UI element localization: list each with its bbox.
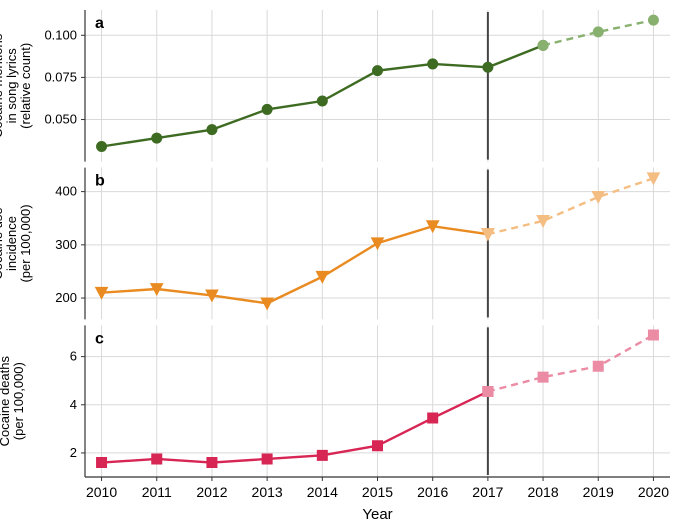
x-tick-label: 2016 (417, 484, 448, 500)
marker (593, 361, 603, 371)
y-axis-label: Cocaine deaths(per 100,000) (0, 355, 26, 446)
panel-a: 0.050 0.075 0.100 a Cocaine mentionsin song … (0, 10, 670, 162)
chart-svg: 0.050 0.075 0.100 a Cocaine mentionsin song … (0, 0, 685, 529)
y-tick-label: 400 (55, 184, 77, 199)
panel-b: 200 300 400 b Cocaine useincidence(per 100,0… (0, 168, 670, 320)
marker (483, 387, 493, 397)
marker (428, 413, 438, 423)
y-tick-label: 6 (70, 349, 77, 364)
y-tick-label: 4 (70, 397, 77, 412)
marker (97, 458, 107, 468)
x-tick-label: 2013 (252, 484, 283, 500)
y-tick-label: 0.050 (44, 112, 77, 127)
panel-c: 2 4 6 c Cocaine deaths(per 100,000) (0, 325, 670, 477)
marker (538, 372, 548, 382)
y-axis-label: Cocaine mentionsin song lyrics(relative … (0, 33, 33, 138)
marker (317, 450, 327, 460)
marker (428, 59, 438, 69)
marker (262, 104, 272, 114)
marker (593, 27, 603, 37)
y-tick-label: 0.075 (44, 69, 77, 84)
x-tick-label: 2014 (307, 484, 338, 500)
marker (373, 66, 383, 76)
marker (152, 133, 162, 143)
marker (317, 96, 327, 106)
y-tick-label: 2 (70, 445, 77, 460)
marker (207, 125, 217, 135)
y-tick-label: 0.100 (44, 27, 77, 42)
marker (648, 330, 658, 340)
y-axis-label: Cocaine useincidence(per 100,000) (0, 204, 33, 282)
x-tick-label: 2015 (362, 484, 393, 500)
x-tick-label: 2020 (638, 484, 669, 500)
marker (483, 62, 493, 72)
marker (538, 40, 548, 50)
marker (97, 142, 107, 152)
marker (262, 454, 272, 464)
x-tick-label: 2012 (196, 484, 227, 500)
x-tick-label: 2017 (472, 484, 503, 500)
x-axis-label: Year (362, 506, 392, 523)
x-tick-label: 2010 (86, 484, 117, 500)
marker (152, 454, 162, 464)
panel-label-c: c (95, 330, 104, 347)
marker (207, 458, 217, 468)
panel-label-a: a (95, 15, 104, 32)
x-tick-label: 2011 (142, 484, 172, 500)
x-tick-label: 2018 (527, 484, 558, 500)
y-tick-label: 200 (55, 290, 77, 305)
marker (648, 15, 658, 25)
x-tick-label: 2019 (583, 484, 614, 500)
y-tick-label: 300 (55, 237, 77, 252)
marker (373, 441, 383, 451)
panel-label-b: b (95, 173, 105, 190)
